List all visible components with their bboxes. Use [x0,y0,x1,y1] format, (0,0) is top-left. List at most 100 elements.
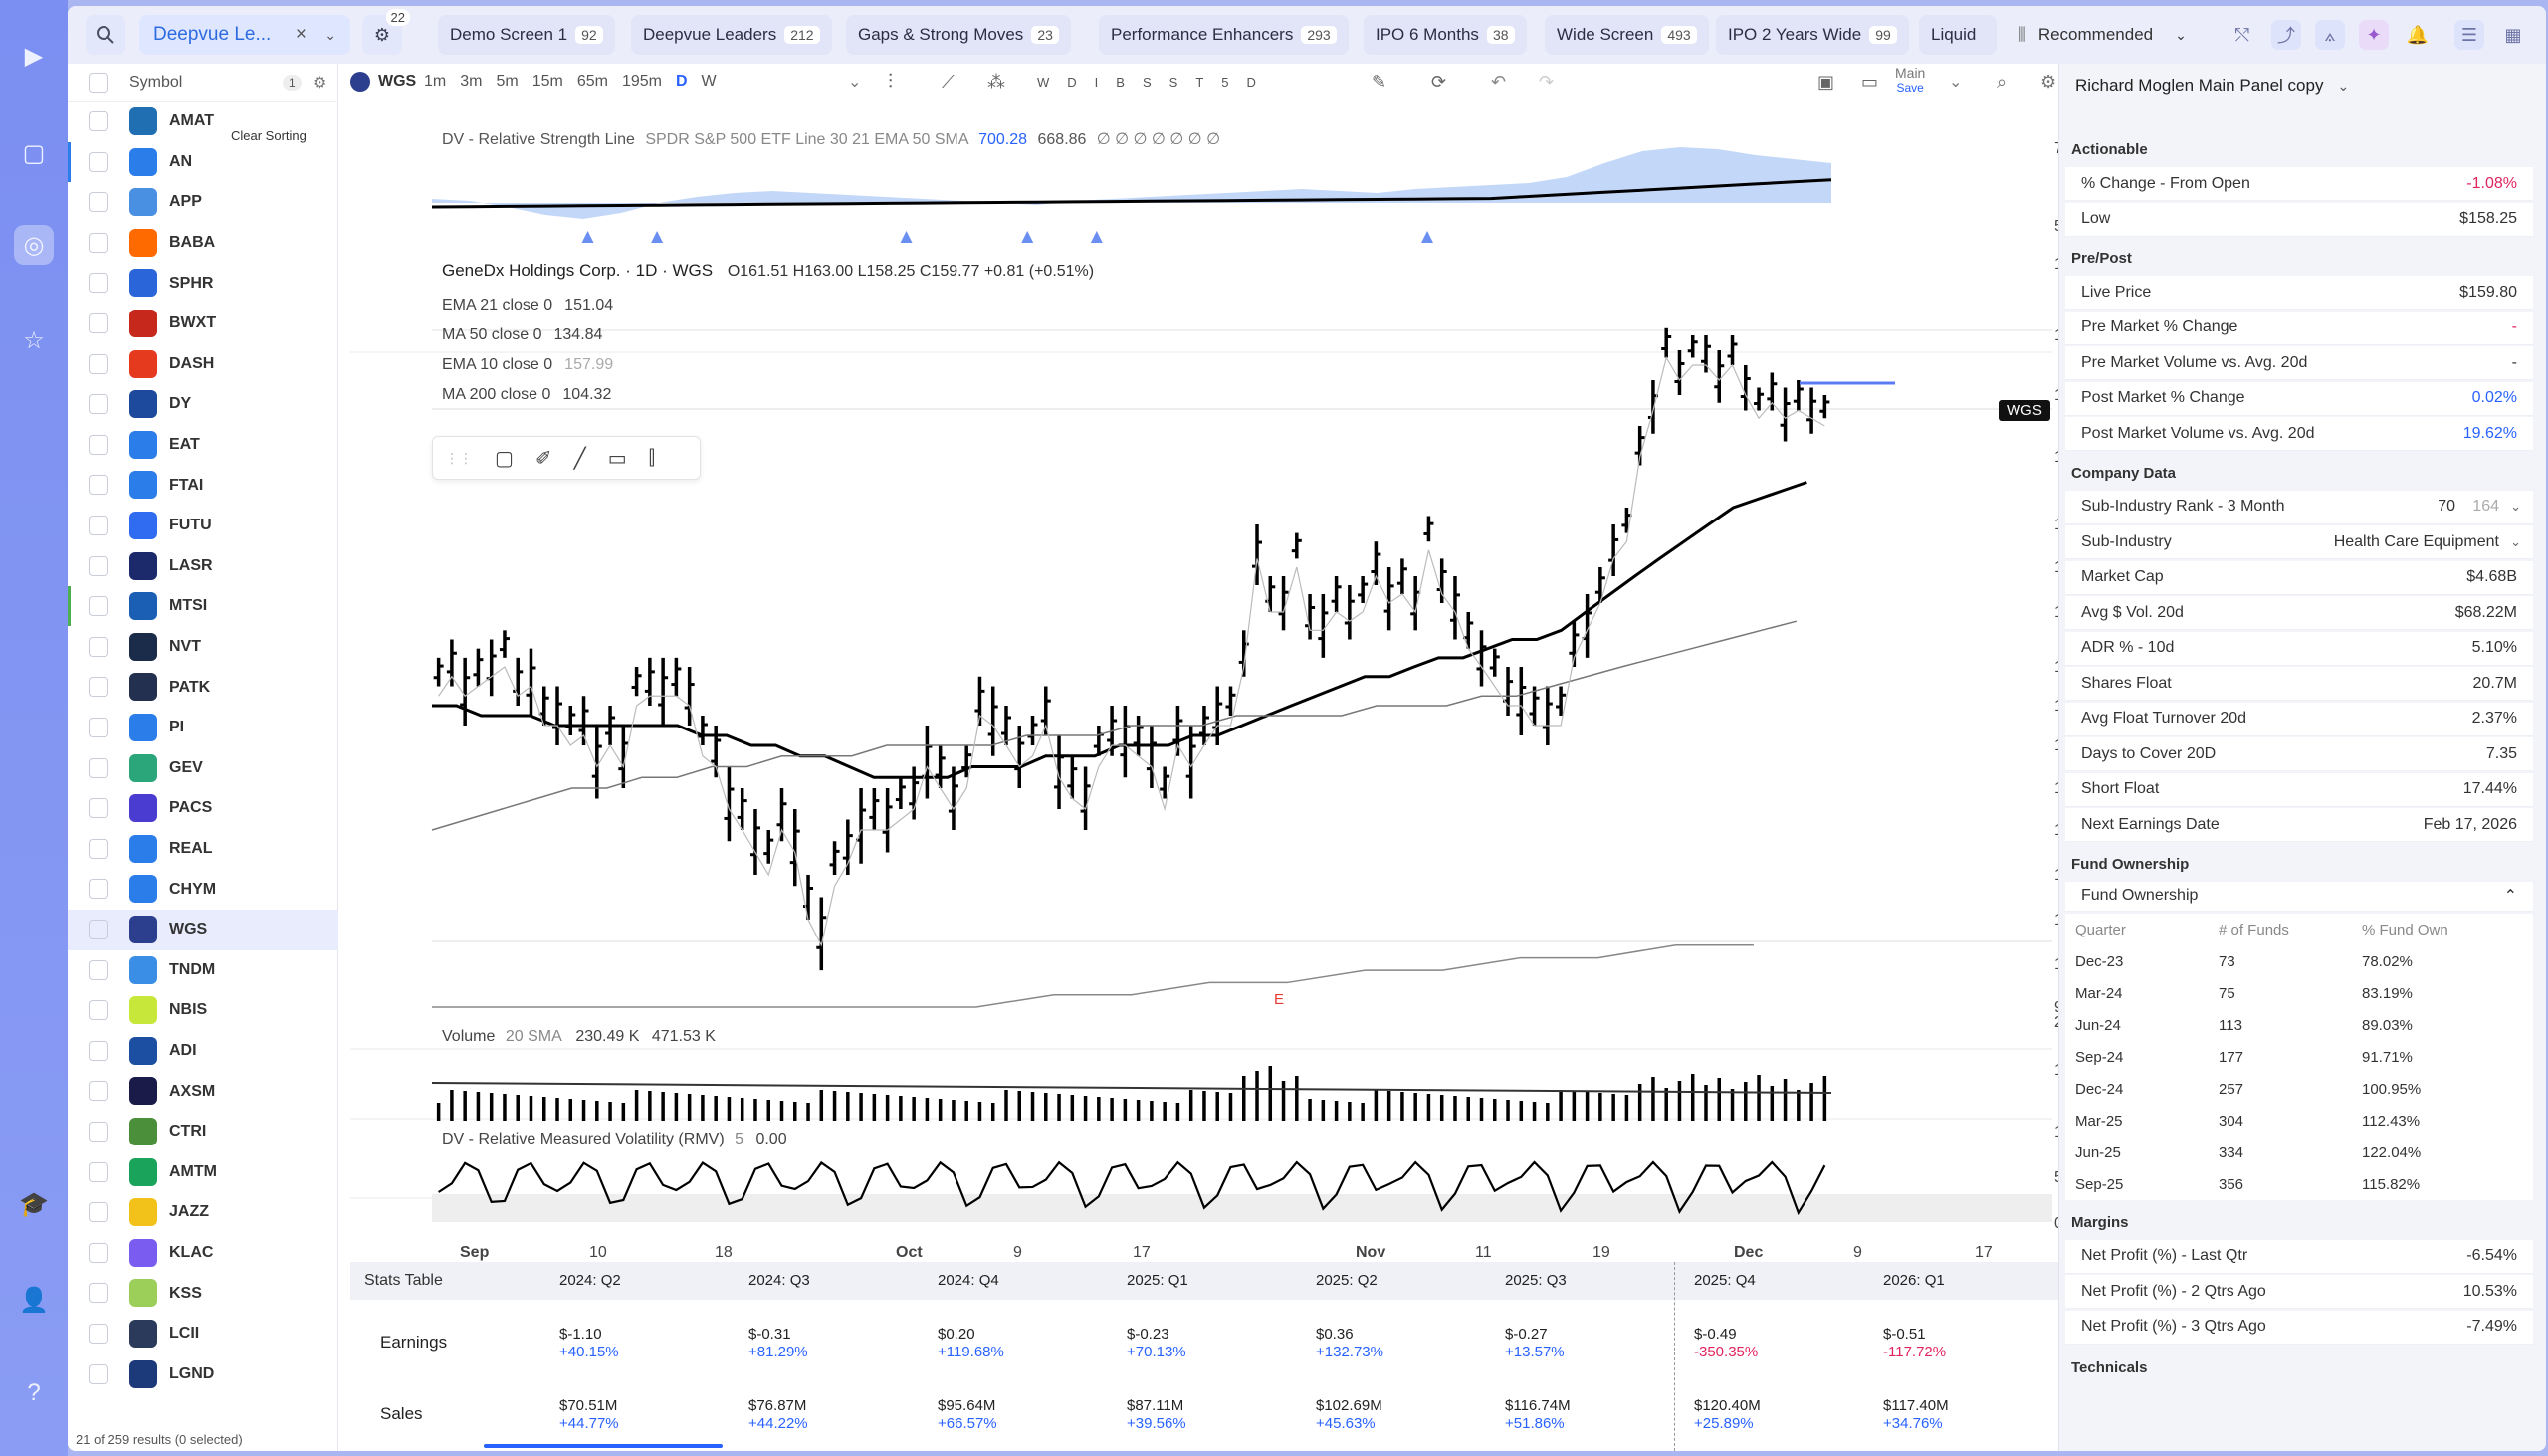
watchlist-row[interactable]: AXSM [68,1071,338,1112]
learn-icon[interactable]: 🎓 [19,1190,49,1218]
list-view-icon[interactable]: ☰ [2454,20,2484,50]
row-checkbox[interactable] [89,1122,108,1142]
redo-icon[interactable]: ↷ [1539,71,1555,92]
watchlist-row[interactable]: FTAI [68,465,338,506]
watchlist-row[interactable]: DASH [68,344,338,385]
watchlist-row[interactable]: NVT [68,627,338,668]
row-checkbox[interactable] [89,1363,108,1384]
pattern-button[interactable]: D [1067,74,1077,90]
filter-button[interactable]: ⚙ 22 [362,9,410,55]
line-tool-icon[interactable]: ╱ [573,447,586,470]
indicator-icon[interactable]: ⟋ [942,71,955,92]
row-checkbox[interactable] [89,475,108,496]
row-checkbox[interactable] [89,516,108,535]
folder-icon[interactable]: ▭ [1861,71,1879,92]
row-checkbox[interactable] [89,434,108,455]
fund-ownership-toggle[interactable]: Fund Ownership ⌃ [2065,881,2533,912]
interval-button[interactable]: 3m [460,73,483,90]
chart-symbol[interactable]: WGS [378,73,417,90]
pattern-button[interactable]: W [1037,74,1050,90]
tab-screen[interactable]: Deepvue Leaders 212 [631,15,832,55]
tab-screen[interactable]: Gaps & Strong Moves 23 [846,15,1071,55]
select-all-checkbox[interactable] [89,73,108,93]
watchlist-row[interactable]: PATK [68,667,338,708]
row-checkbox[interactable] [89,1202,108,1223]
tab-screen[interactable]: Liquid [1919,15,1997,55]
watchlist-row[interactable]: ADI [68,1031,338,1072]
row-checkbox[interactable] [89,1242,108,1263]
row-checkbox[interactable] [89,718,108,737]
star-icon[interactable]: ☆ [23,326,45,354]
row-checkbox[interactable] [89,677,108,698]
row-checkbox[interactable] [89,232,108,253]
tab-screen[interactable]: Demo Screen 1 92 [438,15,615,55]
watchlist-row[interactable]: GEV [68,748,338,789]
tab-screen[interactable]: Wide Screen 493 [1545,15,1709,55]
watchlist-row[interactable]: TNDM [68,950,338,991]
earnings-marker[interactable]: E [1274,991,1285,1008]
settings-icon[interactable]: ⚙ [313,74,327,92]
watchlist-row[interactable]: CTRI [68,1112,338,1152]
row-checkbox[interactable] [89,151,108,172]
row-checkbox[interactable] [89,838,108,859]
bar-style-icon[interactable]: ⫶ [888,70,893,93]
row-checkbox[interactable] [89,798,108,819]
price-chart[interactable]: 180.00170.00162.00154.00146.00141.00136.… [350,104,2097,1263]
watchlist-row[interactable]: DY [68,384,338,425]
interval-button[interactable]: 195m [621,73,662,90]
layout-icon[interactable]: ▢ [22,139,46,167]
tab-screen[interactable]: IPO 2 Years Wide 99 [1716,15,1909,55]
interval-button[interactable]: 1m [424,73,447,90]
watchlist-row[interactable]: AMAT [68,102,338,142]
undo-icon[interactable]: ↶ [1491,71,1507,92]
pattern-button[interactable]: S [1168,74,1178,90]
template-icon[interactable]: ⁂ [987,71,1005,92]
layout-save[interactable]: Main Save [1895,66,1925,95]
watchlist-row[interactable]: LGND [68,1354,338,1395]
watchlist-row[interactable]: AN [68,142,338,183]
dropdown-icon[interactable]: ⌄ [848,74,862,91]
pattern-button[interactable]: 5 [1221,74,1229,90]
row-checkbox[interactable] [89,920,108,939]
symbol-column-header[interactable]: Symbol [129,73,183,91]
watchlist-row[interactable]: WGS [68,910,338,950]
row-checkbox[interactable] [89,555,108,576]
search-icon[interactable] [86,15,125,55]
interval-button[interactable]: D [675,73,688,90]
watchlist-row[interactable]: EAT [68,425,338,466]
watchlist-row[interactable]: KLAC [68,1233,338,1274]
chevron-down-icon[interactable]: ⌄ [324,26,336,43]
row-checkbox[interactable] [89,313,108,333]
interval-button[interactable]: 65m [576,73,608,90]
row-checkbox[interactable] [89,1161,108,1182]
watchlist-row[interactable]: CHYM [68,869,338,910]
row-checkbox[interactable] [89,1040,108,1061]
user-icon[interactable]: 👤 [19,1286,49,1314]
clear-sorting-tooltip[interactable]: Clear Sorting [231,128,307,143]
watchlist-row[interactable]: LCII [68,1314,338,1354]
row-checkbox[interactable] [89,879,108,900]
layout-icon[interactable]: ▣ [1817,71,1835,92]
scroll-indicator[interactable] [484,1444,723,1448]
row-checkbox[interactable] [89,1283,108,1304]
share-icon[interactable]: ⤲ [2234,24,2250,45]
panel-title-select[interactable]: Richard Moglen Main Panel copy ⌄ [2075,76,2349,96]
pattern-button[interactable]: T [1195,74,1204,90]
pattern-button[interactable]: D [1246,74,1256,90]
interval-button[interactable]: W [701,73,717,90]
watchlist-row[interactable]: SPHR [68,263,338,304]
row-checkbox[interactable] [89,1324,108,1344]
drag-handle-icon[interactable]: ⋮⋮ [445,449,473,466]
bell-icon[interactable]: 🔔 [2406,24,2430,45]
row-checkbox[interactable] [89,394,108,415]
tab-screen[interactable]: Performance Enhancers 293 [1099,15,1349,55]
pattern-button[interactable]: S [1142,74,1152,90]
watchlist-row[interactable]: LASR [68,546,338,587]
watchlist-select[interactable]: Deepvue Le... × ⌄ [139,15,350,55]
watchlist-row[interactable]: PI [68,708,338,748]
watchlist-row[interactable]: NBIS [68,990,338,1031]
row-checkbox[interactable] [89,1081,108,1102]
watchlist-row[interactable]: JAZZ [68,1192,338,1233]
help-icon[interactable]: ? [27,1379,41,1406]
chart-icon[interactable]: ⤴ [2271,20,2301,50]
